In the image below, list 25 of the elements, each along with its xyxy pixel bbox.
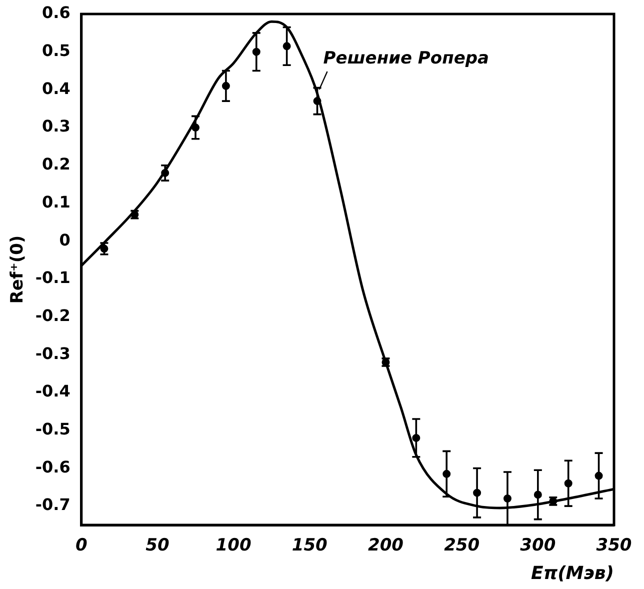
x-tick-label: 0 [75,536,88,556]
y-tick-label: 0 [59,230,70,250]
y-tick-label: 0.1 [42,192,70,212]
y-tick-label: 0.4 [42,78,70,98]
x-tick-label: 250 [444,536,480,556]
x-axis-title: Eπ(Мэв) [531,562,614,584]
y-tick-label: -0.3 [35,344,70,363]
y-tick-label: -0.1 [35,268,70,288]
x-tick-label: 100 [216,536,252,556]
x-tick-label: 350 [596,536,632,556]
y-tick-label: -0.4 [35,382,70,401]
y-axis-title: Ref⁺(0) [8,235,28,304]
x-tick-label: 300 [520,536,556,556]
series-label: Решение Ропера [323,48,489,68]
y-tick-label: 0.5 [42,41,70,60]
y-tick-label: -0.7 [35,495,70,514]
y-tick-label: -0.5 [35,420,70,439]
x-tick-label: 150 [292,536,328,556]
y-tick-label: -0.6 [35,457,70,476]
x-tick-label: 50 [146,536,170,556]
x-tick-label: 200 [368,536,404,556]
y-tick-label: -0.2 [35,306,70,325]
y-tick-label: 0.3 [42,116,70,136]
y-tick-label: 0.6 [42,3,70,22]
y-tick-label: 0.2 [42,154,70,174]
